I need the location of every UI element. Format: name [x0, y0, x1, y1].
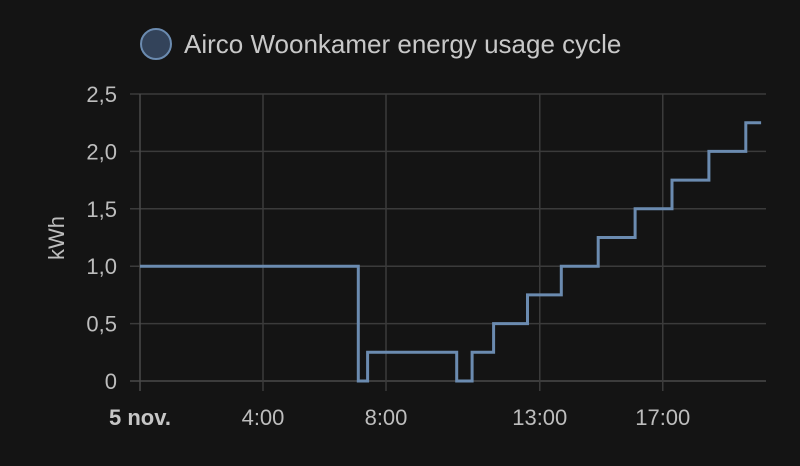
- y-tick-label: 0: [105, 369, 117, 394]
- x-tick-label: 17:00: [635, 405, 690, 430]
- grid: [130, 93, 766, 391]
- y-tick-label: 2,5: [86, 82, 117, 107]
- y-tick-label: 1,0: [86, 254, 117, 279]
- y-axis-label: kWh: [44, 216, 69, 260]
- x-tick-label: 4:00: [242, 405, 285, 430]
- x-axis-ticks: 5 nov. 4:00 8:00 13:00 17:00: [109, 405, 690, 430]
- x-tick-label: 5 nov.: [109, 405, 171, 430]
- y-axis-ticks: 0 0,5 1,0 1,5 2,0 2,5: [86, 82, 117, 394]
- legend[interactable]: Airco Woonkamer energy usage cycle: [140, 28, 621, 60]
- legend-label[interactable]: Airco Woonkamer energy usage cycle: [184, 29, 621, 59]
- y-tick-label: 0,5: [86, 312, 117, 337]
- x-tick-label: 8:00: [365, 405, 408, 430]
- legend-marker[interactable]: [140, 28, 172, 60]
- series-line[interactable]: [140, 121, 762, 383]
- series-layer: [140, 121, 762, 383]
- y-tick-label: 1,5: [86, 197, 117, 222]
- x-tick-label: 13:00: [512, 405, 567, 430]
- y-tick-label: 2,0: [86, 139, 117, 164]
